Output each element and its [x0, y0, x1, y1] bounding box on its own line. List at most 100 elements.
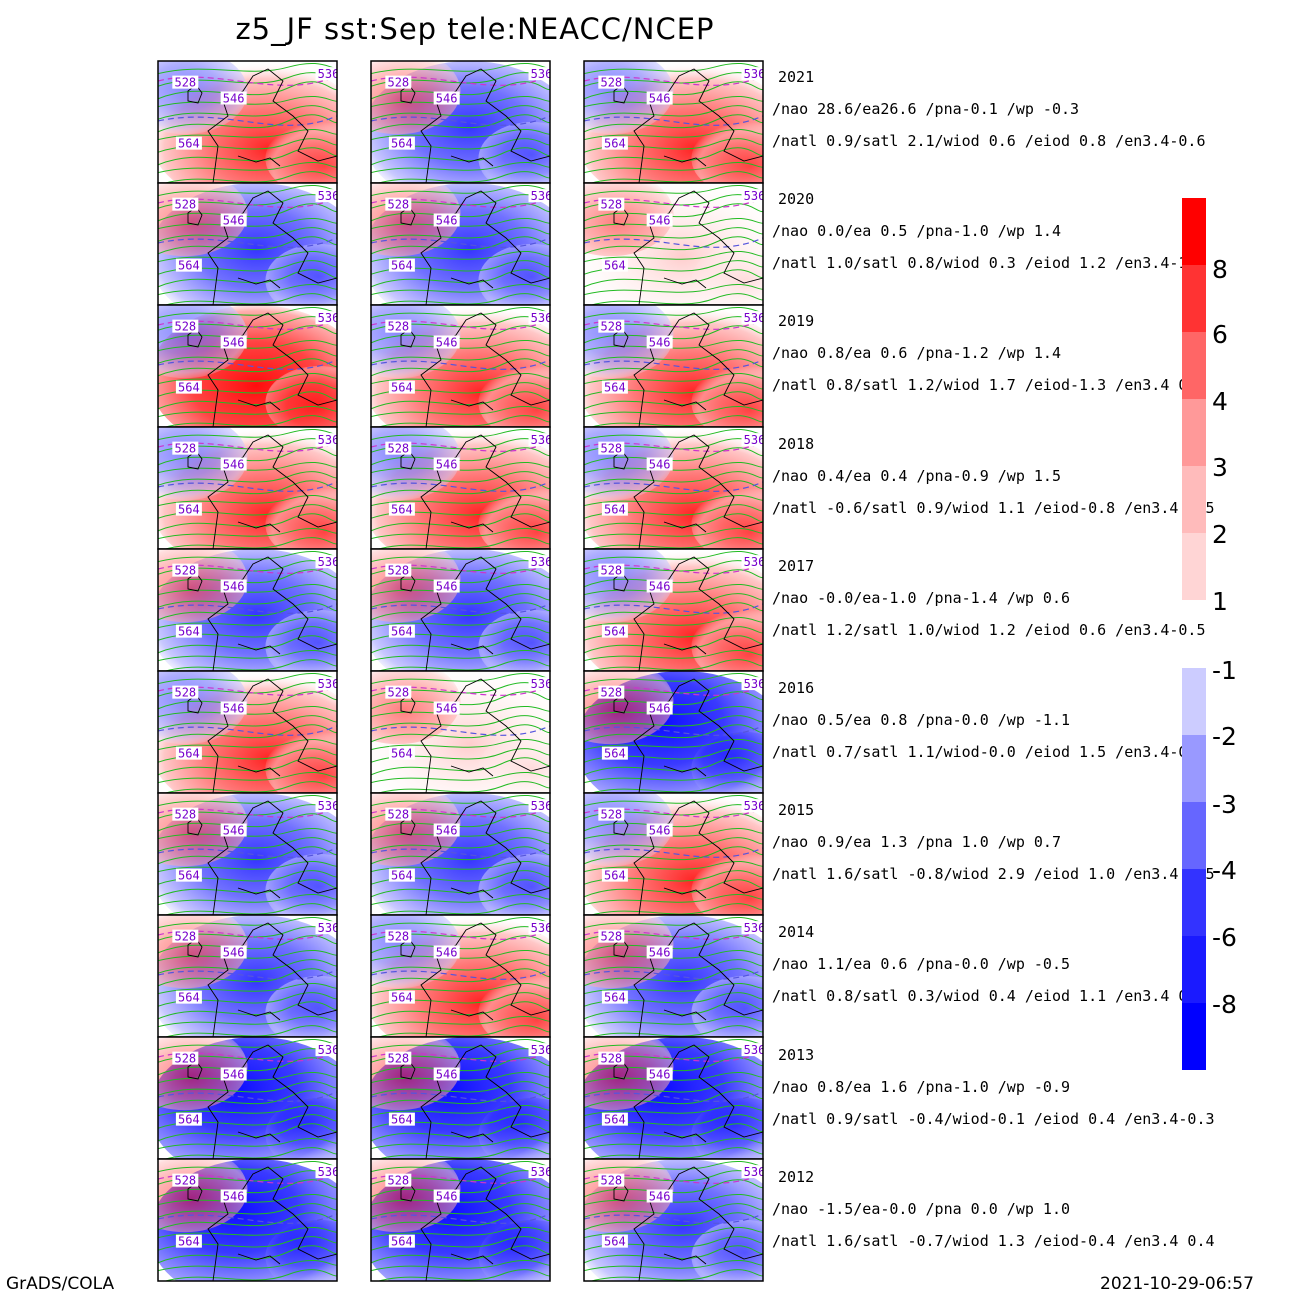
colorbar-swatch [1182, 735, 1206, 802]
map-panel: 528 546 564 536 [583, 670, 766, 794]
year-index-block: 2017/nao -0.0/ea-1.0 /pna-1.4 /wp 0.6/na… [772, 557, 1205, 639]
colorbar-label: 8 [1212, 255, 1228, 284]
map-panel: 528 546 564 536 [583, 182, 766, 306]
year-index-block: 2020/nao 0.0/ea 0.5 /pna-1.0 /wp 1.4/nat… [772, 190, 1205, 272]
contour-label: 528 [387, 76, 409, 90]
contour-label: 546 [649, 92, 671, 106]
year-label: 2020 [778, 190, 815, 209]
contour-label: 536 [744, 1043, 766, 1057]
colorbar-swatch [1182, 1003, 1206, 1070]
contour-label: 546 [649, 214, 671, 228]
plot-title: z5_JF sst:Sep tele:NEACC/NCEP [235, 12, 715, 46]
contour-label: 536 [744, 677, 766, 691]
year-index-block: 2015/nao 0.9/ea 1.3 /pna 1.0 /wp 0.7/nat… [772, 801, 1215, 883]
contour-label: 564 [391, 137, 413, 151]
map-panel: 528 546 564 536 [583, 1036, 766, 1160]
contour-label: 528 [174, 808, 196, 822]
contour-label: 546 [649, 458, 671, 472]
teleconnection-indices: /nao -0.0/ea-1.0 /pna-1.4 /wp 0.6 [772, 588, 1071, 607]
teleconnection-indices: /nao 0.0/ea 0.5 /pna-1.0 /wp 1.4 [772, 222, 1061, 241]
colorbar-swatch [1182, 466, 1206, 533]
colorbar-label: 6 [1212, 320, 1228, 349]
contour-label: 564 [604, 991, 626, 1005]
contour-label: 536 [744, 189, 766, 203]
contour-label: 564 [391, 259, 413, 273]
contour-label: 546 [649, 580, 671, 594]
teleconnection-indices: /nao 28.6/ea26.6 /pna-0.1 /wp -0.3 [772, 100, 1080, 118]
contour-label: 536 [744, 1165, 766, 1179]
contour-label: 546 [223, 92, 245, 106]
teleconnection-indices: /nao -1.5/ea-0.0 /pna 0.0 /wp 1.0 [772, 1199, 1071, 1218]
contour-label: 528 [387, 808, 409, 822]
contour-label: 546 [223, 214, 245, 228]
contour-label: 546 [223, 1190, 245, 1204]
contour-label: 528 [174, 686, 196, 700]
contour-label: 536 [318, 921, 340, 935]
year-label: 2014 [778, 923, 815, 942]
map-panel: 528 546 564 536 [583, 548, 764, 672]
contour-label: 528 [174, 1052, 196, 1066]
map-panel: 528 546 564 536 [370, 304, 553, 428]
contour-label: 528 [387, 930, 409, 944]
contour-label: 564 [178, 747, 200, 761]
map-panel: 528 546 564 536 [370, 1036, 553, 1160]
contour-label: 546 [223, 336, 245, 350]
year-index-block: 2016/nao 0.5/ea 0.8 /pna-0.0 /wp -1.1/na… [772, 679, 1205, 761]
contour-label: 528 [174, 930, 196, 944]
contour-label: 528 [600, 686, 622, 700]
contour-label: 536 [318, 433, 340, 447]
contour-label: 536 [744, 799, 766, 813]
contour-label: 528 [174, 1174, 196, 1188]
contour-label: 564 [178, 503, 200, 517]
map-panel: 528 546 564 536 [370, 426, 551, 550]
contour-label: 564 [391, 1113, 413, 1127]
contour-label: 546 [436, 458, 458, 472]
colorbar-swatch [1182, 198, 1206, 265]
teleconnection-indices: /nao 0.8/ea 1.6 /pna-1.0 /wp -0.9 [772, 1077, 1071, 1096]
map-panel: 528 546 564 536 [157, 548, 338, 672]
teleconnection-indices: /nao 0.9/ea 1.3 /pna 1.0 /wp 0.7 [772, 833, 1061, 852]
map-panel: 528 546 564 536 [583, 60, 764, 184]
map-panel: 528 546 564 536 [583, 1158, 766, 1282]
colorbar-label: 2 [1212, 520, 1228, 549]
contour-label: 536 [531, 67, 553, 81]
year-index-block: 2021/nao 28.6/ea26.6 /pna-0.1 /wp -0.3/n… [772, 68, 1205, 150]
contour-label: 564 [391, 869, 413, 883]
map-panel: 528 546 564 536 [370, 914, 551, 1038]
contour-label: 546 [223, 458, 245, 472]
contour-label: 546 [436, 702, 458, 716]
map-panel: 528 546 564 536 [157, 426, 340, 550]
sst-indices: /natl 1.6/satl -0.7/wiod 1.3 /eiod-0.4 /… [772, 1231, 1215, 1250]
contour-label: 528 [387, 442, 409, 456]
contour-label: 564 [604, 747, 626, 761]
contour-label: 564 [391, 991, 413, 1005]
contour-label: 536 [531, 677, 553, 691]
map-panel: 528 546 564 536 [370, 60, 553, 184]
year-index-block: 2013/nao 0.8/ea 1.6 /pna-1.0 /wp -0.9/na… [772, 1046, 1215, 1128]
contour-label: 564 [604, 259, 626, 273]
colorbar-label: -2 [1212, 722, 1237, 751]
colorbar-swatch [1182, 802, 1206, 869]
contour-label: 564 [391, 1235, 413, 1249]
contour-label: 528 [387, 1174, 409, 1188]
contour-label: 528 [600, 564, 622, 578]
contour-label: 564 [178, 869, 200, 883]
contour-label: 546 [223, 824, 245, 838]
map-panel: 528 546 564 536 [157, 670, 338, 794]
map-panel: 528 546 564 536 [157, 182, 338, 306]
contour-label: 528 [174, 442, 196, 456]
contour-label: 564 [391, 747, 413, 761]
contour-label: 536 [531, 1043, 553, 1057]
contour-label: 564 [178, 991, 200, 1005]
map-panel: 528 546 564 536 [583, 914, 764, 1038]
colorbar-label: 1 [1212, 587, 1228, 616]
contour-label: 528 [600, 442, 622, 456]
contour-label: 536 [531, 189, 553, 203]
contour-label: 536 [318, 799, 340, 813]
contour-label: 546 [436, 336, 458, 350]
contour-label: 564 [178, 381, 200, 395]
contour-label: 536 [531, 311, 553, 325]
contour-label: 528 [174, 76, 196, 90]
contour-label: 528 [600, 320, 622, 334]
